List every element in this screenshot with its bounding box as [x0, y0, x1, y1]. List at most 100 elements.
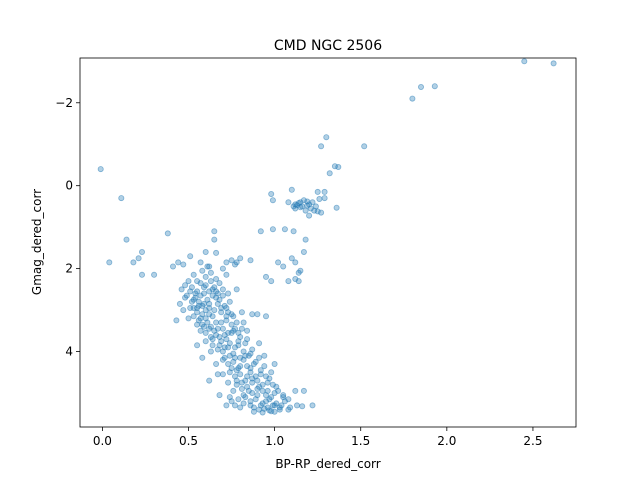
- y-tick-label: 4: [65, 345, 73, 359]
- data-point: [247, 365, 254, 372]
- data-point: [292, 275, 299, 282]
- data-point: [226, 298, 233, 305]
- data-point: [228, 311, 235, 318]
- data-point: [211, 236, 218, 243]
- data-point: [309, 402, 316, 409]
- data-point: [307, 205, 314, 212]
- x-tick-label: 1.0: [265, 434, 284, 448]
- data-point: [183, 292, 190, 299]
- data-point: [264, 404, 271, 411]
- data-point: [206, 311, 213, 318]
- data-point: [169, 263, 176, 270]
- data-point: [199, 354, 206, 361]
- data-point: [321, 188, 328, 195]
- data-point: [118, 195, 125, 202]
- data-point: [247, 369, 254, 376]
- data-point: [249, 375, 256, 382]
- x-tick-label: 0.0: [93, 434, 112, 448]
- data-point: [206, 325, 213, 332]
- data-point: [223, 304, 230, 311]
- data-point: [231, 354, 238, 361]
- data-point: [237, 371, 244, 378]
- data-point: [194, 304, 201, 311]
- data-point: [216, 280, 223, 287]
- data-point: [187, 304, 194, 311]
- data-point: [257, 367, 264, 374]
- data-point: [259, 400, 266, 407]
- data-point: [295, 269, 302, 276]
- data-point: [226, 340, 233, 347]
- data-point: [262, 398, 269, 405]
- data-point: [361, 143, 368, 150]
- data-point: [268, 369, 275, 376]
- data-point: [192, 290, 199, 297]
- data-point: [249, 379, 256, 386]
- data-point: [194, 321, 201, 328]
- data-point: [314, 208, 321, 215]
- data-point: [200, 323, 207, 330]
- y-tick-label: −2: [55, 96, 73, 110]
- data-point: [219, 265, 226, 272]
- data-point: [269, 402, 276, 409]
- data-point: [214, 290, 221, 297]
- data-point: [257, 371, 264, 378]
- data-point: [233, 377, 240, 384]
- data-point: [225, 329, 232, 336]
- data-point: [233, 259, 240, 266]
- data-point: [123, 236, 130, 243]
- data-point: [237, 255, 244, 262]
- data-point: [288, 255, 295, 262]
- data-point: [209, 342, 216, 349]
- data-point: [202, 282, 209, 289]
- data-point: [244, 336, 251, 343]
- data-point: [225, 290, 232, 297]
- y-tick-label: 0: [65, 179, 73, 193]
- data-point: [271, 402, 278, 409]
- data-point: [431, 83, 438, 90]
- data-point: [230, 327, 237, 334]
- data-point: [235, 329, 242, 336]
- data-point: [262, 373, 269, 380]
- data-point: [254, 377, 261, 384]
- data-point: [219, 286, 226, 293]
- data-point: [187, 253, 194, 260]
- data-point: [318, 143, 325, 150]
- data-point: [178, 286, 185, 293]
- data-point: [323, 134, 330, 141]
- data-point: [285, 278, 292, 285]
- data-point: [259, 409, 266, 416]
- data-point: [268, 278, 275, 285]
- data-point: [302, 236, 309, 243]
- data-point: [207, 269, 214, 276]
- x-tick-label: 2.0: [437, 434, 456, 448]
- x-ticks: 0.0 0.5 1.0 1.5 2.0 2.5: [93, 427, 542, 448]
- data-point: [221, 331, 228, 338]
- data-point: [206, 300, 213, 307]
- data-point: [293, 202, 300, 209]
- x-axis-label: BP-RP_dered_corr: [275, 457, 380, 471]
- data-point: [292, 387, 299, 394]
- data-point: [409, 95, 416, 102]
- data-point: [221, 354, 228, 361]
- plot-frame: [79, 57, 577, 428]
- data-point: [256, 383, 263, 390]
- data-point: [190, 271, 197, 278]
- data-point: [271, 408, 278, 415]
- data-point: [300, 197, 307, 204]
- data-point: [273, 383, 280, 390]
- data-point: [247, 398, 254, 405]
- data-point: [214, 371, 221, 378]
- data-point: [290, 203, 297, 210]
- data-point: [223, 259, 230, 266]
- data-point: [262, 273, 269, 280]
- data-point: [231, 344, 238, 351]
- data-point: [194, 309, 201, 316]
- data-point: [261, 352, 268, 359]
- data-point: [280, 392, 287, 399]
- data-point: [240, 319, 247, 326]
- data-point: [202, 329, 209, 336]
- data-point: [211, 228, 218, 235]
- data-point: [197, 259, 204, 266]
